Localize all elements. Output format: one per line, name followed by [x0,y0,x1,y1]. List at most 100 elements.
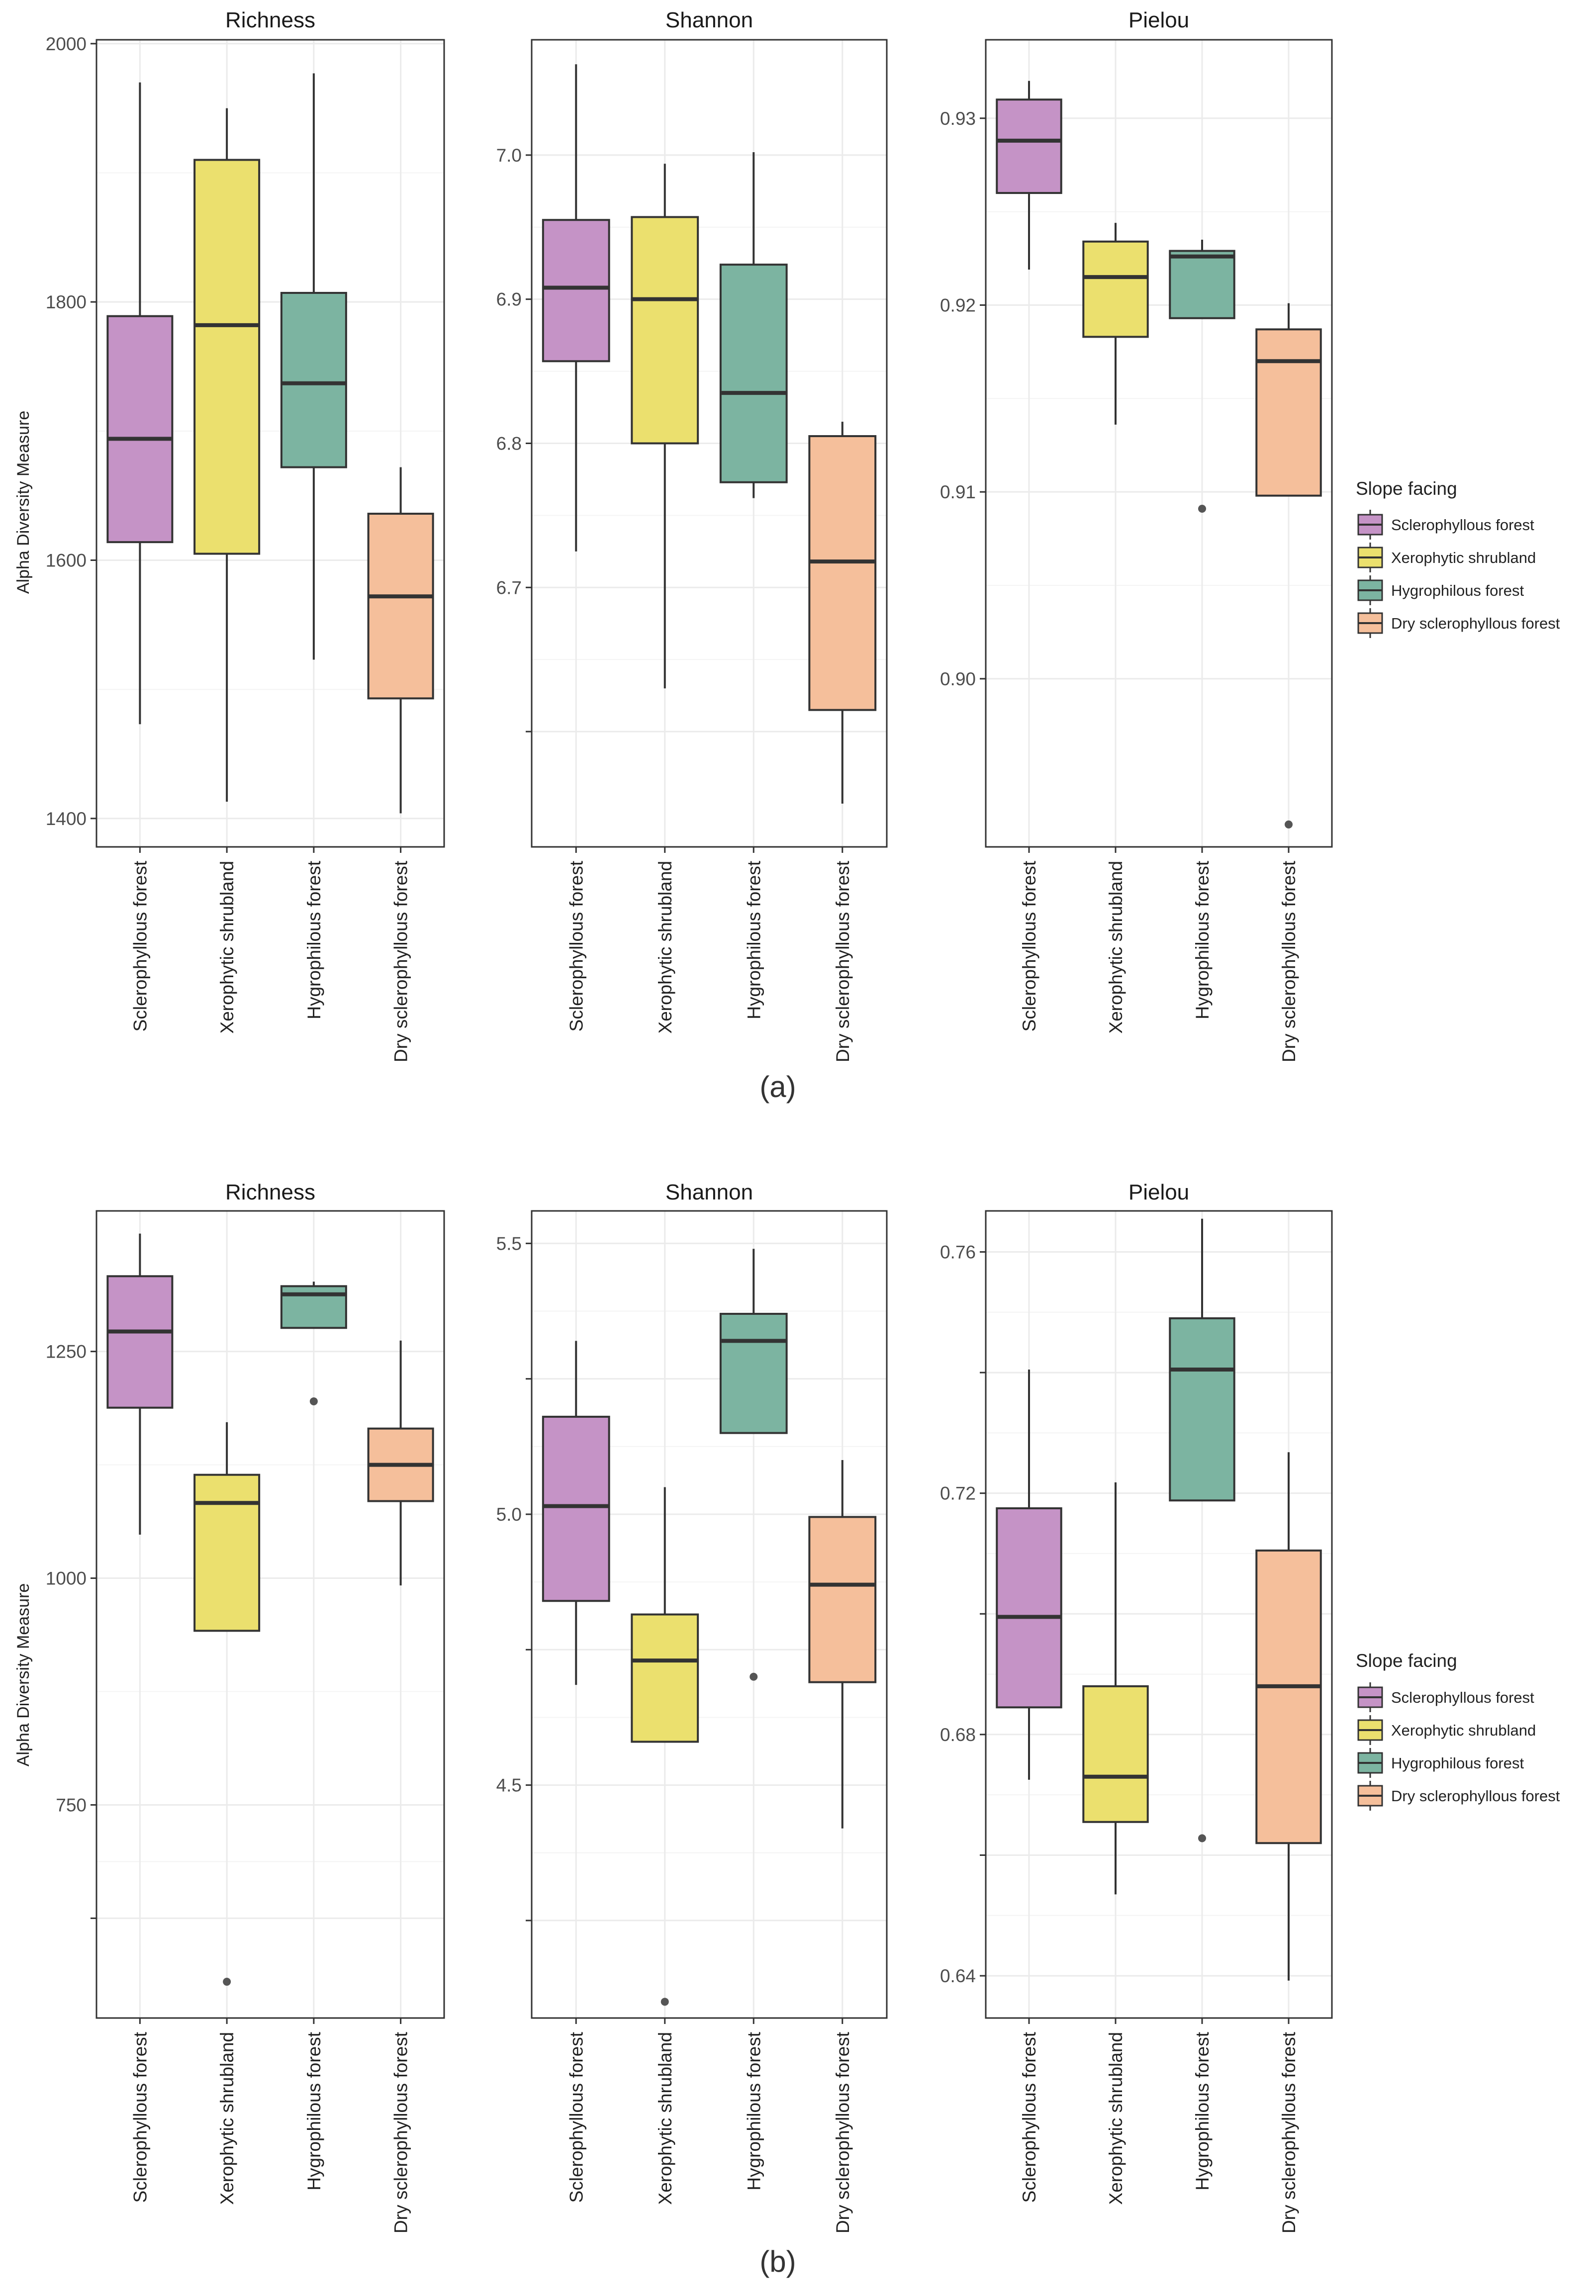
legend-item-label: Sclerophyllous forest [1391,1689,1534,1706]
panel-border [95,1210,445,2019]
x-tick-label: Sclerophyllous forest [130,860,150,1031]
box-xerophytic-shrubland [1082,223,1149,425]
plot-area: 1400 1600 1800 2000 Sclerophyllous forest Xer… [46,8,1333,2233]
box-iqr [1169,250,1235,319]
panel-title: Richness [225,1180,315,1204]
panel-b-richness: 750 1000 1250 Sclerophyllous forest Xerophyt… [46,1180,445,2233]
legend-item-label: Hygrophilous forest [1391,582,1524,599]
outlier-point [660,1998,669,2006]
legend-item-xerophytic-shrubland: Xerophytic shrubland [1357,1715,1536,1745]
legend-item-label: Dry sclerophyllous forest [1391,1787,1560,1805]
x-tick-label: Sclerophyllous forest [1019,860,1039,1031]
box-xerophytic-shrubland [1082,1482,1149,1895]
panel-title: Pielou [1128,1180,1189,1204]
panel-title: Shannon [665,8,753,32]
x-tick-label: Dry sclerophyllous forest [391,2031,411,2233]
y-tick-label: 6.8 [496,434,522,454]
box-iqr [1082,1685,1149,1823]
y-tick-label: 0.92 [940,295,976,315]
box-xerophytic-shrubland [631,164,699,689]
legend-items-top: Sclerophyllous forest Xerophytic shrublan… [1357,510,1560,638]
box-iqr [808,1516,877,1683]
box-hygrophilous-forest [280,73,347,660]
x-tick-label: Dry sclerophyllous forest [1279,860,1299,1062]
y-tick-label: 1800 [46,292,87,312]
y-tick-label: 7.0 [496,145,522,166]
box-iqr [996,98,1062,194]
y-tick-label: 1400 [46,809,87,829]
x-tick-label: Sclerophyllous forest [566,860,586,1031]
box-hygrophilous-forest [1169,1218,1235,1842]
x-tick-label: Hygrophilous forest [304,2031,324,2190]
x-tick-label: Xerophytic shrubland [217,2032,237,2205]
legend-item-label: Dry sclerophyllous forest [1391,615,1560,632]
x-tick-label: Sclerophyllous forest [1019,2031,1039,2203]
x-tick-label: Dry sclerophyllous forest [1279,2031,1299,2233]
panel-title: Shannon [665,1180,753,1204]
box-sclerophyllous-forest [996,81,1062,270]
panel-border [531,1210,888,2019]
box-hygrophilous-forest [280,1282,347,1405]
x-tick-label: Dry sclerophyllous forest [391,860,411,1062]
legend-top: Slope facing Sclerophyllous forest Xeroph… [1356,478,1560,638]
panel-border [95,39,445,848]
box-iqr [996,1507,1062,1709]
x-tick-label: Hygrophilous forest [744,2031,764,2190]
panel-b-shannon: 4.5 5.0 5.5 Sclerophyllous forest Xerophytic… [496,1180,888,2233]
box-iqr [631,216,699,445]
box-xerophytic-shrubland [193,1422,261,1986]
y-tick-label: 1600 [46,551,87,571]
box-iqr [280,291,347,468]
box-dry-sclerophyllous-forest [367,467,434,814]
y-axis-label-top: Alpha Diversity Measure [14,411,33,594]
box-hygrophilous-forest [1169,239,1235,513]
box-iqr [367,513,434,700]
box-dry-sclerophyllous-forest [808,422,877,804]
x-tick-label: Hygrophilous forest [304,860,324,1019]
x-tick-label: Sclerophyllous forest [566,2031,586,2203]
legend-item-xerophytic-shrubland: Xerophytic shrubland [1357,543,1536,572]
y-tick-label: 5.0 [496,1504,522,1525]
y-tick-label: 2000 [46,34,87,54]
y-tick-label: 1250 [46,1342,87,1362]
legend-item-label: Xerophytic shrubland [1391,1722,1536,1739]
box-dry-sclerophyllous-forest [1255,1452,1322,1981]
y-tick-label: 6.7 [496,577,522,598]
y-tick-label: 0.68 [940,1725,976,1745]
box-dry-sclerophyllous-forest [808,1460,877,1829]
y-tick-label: 0.93 [940,108,976,129]
legend-item-hygrophilous-forest: Hygrophilous forest [1357,1748,1524,1778]
y-tick-label: 6.9 [496,289,522,310]
x-tick-label: Xerophytic shrubland [655,861,675,1034]
box-dry-sclerophyllous-forest [367,1340,434,1586]
panel-b-pielou: 0.64 0.68 0.72 0.76 Sclerophyllous forest Xer… [940,1180,1333,2233]
box-iqr [1169,1317,1235,1502]
y-tick-label: 750 [56,1795,87,1815]
box-iqr [193,159,261,555]
legend-item-sclerophyllous-forest: Sclerophyllous forest [1357,510,1534,540]
y-tick-label: 0.72 [940,1483,976,1504]
box-iqr [193,1473,261,1632]
y-tick-label: 0.64 [940,1966,976,1986]
panel-title: Pielou [1128,8,1189,32]
outlier-point [750,1672,758,1681]
legend-title-top: Slope facing [1356,478,1457,499]
x-tick-label: Xerophytic shrubland [1106,2032,1126,2205]
box-sclerophyllous-forest [996,1370,1062,1780]
panel-a-richness: 1400 1600 1800 2000 Sclerophyllous forest Xer… [46,8,445,1062]
outlier-point [1285,820,1293,828]
box-hygrophilous-forest [719,1249,788,1681]
outlier-point [223,1978,231,1986]
legend-item-hygrophilous-forest: Hygrophilous forest [1357,575,1524,605]
box-iqr [719,1312,788,1434]
legend-item-dry-sclerophyllous-forest: Dry sclerophyllous forest [1357,1781,1560,1811]
box-iqr [1255,1549,1322,1844]
x-tick-label: Xerophytic shrubland [655,2032,675,2205]
legend-title-bottom: Slope facing [1356,1651,1457,1671]
box-iqr [1255,328,1322,497]
x-tick-label: Xerophytic shrubland [217,861,237,1034]
y-tick-label: 0.90 [940,669,976,689]
y-tick-label: 1000 [46,1568,87,1589]
box-iqr [631,1613,699,1743]
box-xerophytic-shrubland [193,108,261,802]
